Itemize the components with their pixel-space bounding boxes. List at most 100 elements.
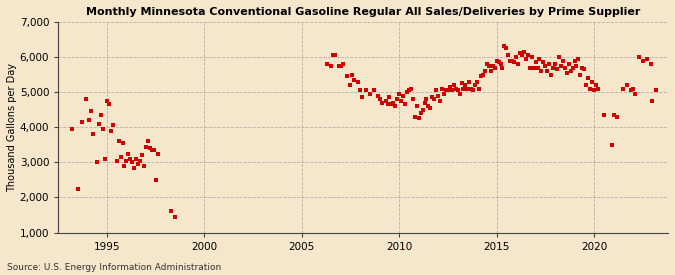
Point [129,165,140,170]
Point [415,111,426,116]
Point [347,72,358,77]
Point [558,58,568,63]
Point [408,97,418,101]
Point [628,86,639,91]
Point [364,92,375,96]
Point [423,104,434,108]
Point [529,65,539,70]
Point [360,88,371,93]
Point [454,92,465,96]
Point [376,100,387,105]
Point [464,79,475,84]
Point [152,151,163,156]
Point [462,86,472,91]
Point [431,88,441,93]
Point [524,65,535,70]
Point [618,86,628,91]
Point [369,88,379,93]
Point [468,88,479,93]
Point [142,139,153,144]
Point [491,58,502,63]
Point [472,79,483,84]
Point [345,83,356,87]
Point [456,81,467,86]
Point [433,94,443,98]
Point [470,83,481,87]
Point [518,50,529,54]
Point [107,123,118,128]
Point [571,64,582,68]
Point [138,164,149,168]
Point [96,113,107,117]
Point [94,122,105,126]
Point [460,83,471,87]
Point [84,118,95,122]
Point [493,60,504,64]
Point [329,53,340,57]
Point [579,67,590,72]
Point [593,86,603,91]
Point [125,156,136,161]
Point [485,69,496,73]
Point [503,53,514,57]
Point [425,106,436,110]
Point [564,62,574,66]
Point [409,114,420,119]
Point [135,158,146,163]
Point [514,51,525,56]
Point [115,155,126,159]
Point [569,58,580,63]
Point [448,83,459,87]
Point [630,92,641,96]
Point [520,57,531,61]
Point [80,97,91,101]
Point [386,102,397,107]
Point [72,186,83,191]
Point [589,88,599,93]
Point [479,69,490,73]
Point [474,86,485,91]
Point [398,94,408,98]
Point [526,55,537,59]
Point [530,60,541,64]
Point [144,146,155,150]
Point [540,64,551,68]
Point [554,55,564,59]
Point [333,64,344,68]
Title: Monthly Minnesota Conventional Gasoline Regular All Sales/Deliveries by Prime Su: Monthly Minnesota Conventional Gasoline … [86,7,641,17]
Point [427,95,437,100]
Point [583,76,593,80]
Point [489,65,500,70]
Point [435,99,446,103]
Point [591,83,601,87]
Point [151,178,161,182]
Point [626,88,637,93]
Point [133,162,144,166]
Point [532,65,543,70]
Point [645,62,656,66]
Point [622,83,632,87]
Point [562,71,572,75]
Y-axis label: Thousand Gallons per Day: Thousand Gallons per Day [7,63,17,192]
Point [325,64,336,68]
Point [565,69,576,73]
Text: Source: U.S. Energy Information Administration: Source: U.S. Energy Information Administ… [7,263,221,272]
Point [501,46,512,50]
Point [169,214,180,219]
Point [647,99,658,103]
Point [411,104,422,108]
Point [587,79,597,84]
Point [478,72,489,77]
Point [637,58,648,63]
Point [466,86,477,91]
Point [113,139,124,144]
Point [556,64,566,68]
Point [487,64,498,68]
Point [390,104,401,108]
Point [392,97,403,101]
Point [439,92,450,96]
Point [651,88,661,93]
Point [509,60,520,64]
Point [111,158,122,163]
Point [140,144,151,149]
